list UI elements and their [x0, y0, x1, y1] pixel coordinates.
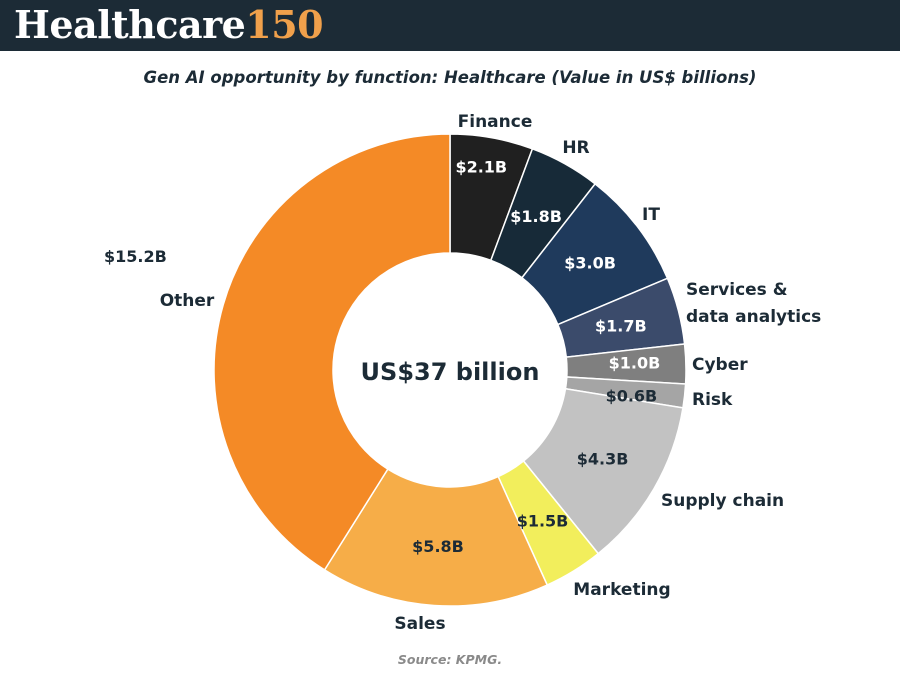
- slice-sales: [323, 468, 549, 607]
- value-label-cyber: $1.0B: [609, 354, 661, 373]
- value-label-supply-chain: $4.3B: [577, 450, 629, 469]
- value-label-marketing: $1.5B: [517, 511, 569, 530]
- category-label-risk: Risk: [692, 390, 733, 410]
- brand-logo: Healthcare150: [14, 2, 324, 48]
- center-label: US$37 billion: [361, 358, 540, 386]
- category-label-services-data-analytics: Services & data analytics: [686, 280, 821, 327]
- value-label-hr: $1.8B: [510, 207, 562, 226]
- value-label-risk: $0.6B: [606, 386, 658, 405]
- value-labels-group: $2.1B $1.8B $3.0B $1.7B $1.0B $0.6B $4.3B $1.5B…: [104, 157, 660, 556]
- category-label-other: Other: [160, 291, 215, 311]
- category-label-finance: Finance: [458, 112, 533, 132]
- source-note: Source: KPMG.: [397, 652, 503, 667]
- value-label-finance: $2.1B: [455, 157, 507, 176]
- category-label-marketing: Marketing: [573, 580, 670, 600]
- slices-group: [213, 133, 687, 607]
- category-labels-group: Finance HR IT Services & data analytics Cyber…: [160, 112, 822, 634]
- value-label-other: $15.2B: [104, 247, 167, 266]
- value-label-sales: $5.8B: [412, 537, 464, 556]
- category-label-hr: HR: [562, 138, 589, 158]
- category-label-cyber: Cyber: [692, 355, 748, 375]
- brand-name: Healthcare: [14, 2, 246, 47]
- slice-other: [213, 133, 451, 571]
- header-bar: Healthcare150: [0, 0, 900, 51]
- value-label-services-data-analytics: $1.7B: [595, 317, 647, 336]
- value-label-it: $3.0B: [564, 254, 616, 273]
- brand-number: 150: [245, 2, 324, 47]
- category-label-it: IT: [642, 205, 660, 225]
- category-label-sales: Sales: [394, 614, 445, 634]
- chart-title: Gen AI opportunity by function: Healthca…: [143, 68, 757, 87]
- category-label-supply-chain: Supply chain: [661, 491, 784, 511]
